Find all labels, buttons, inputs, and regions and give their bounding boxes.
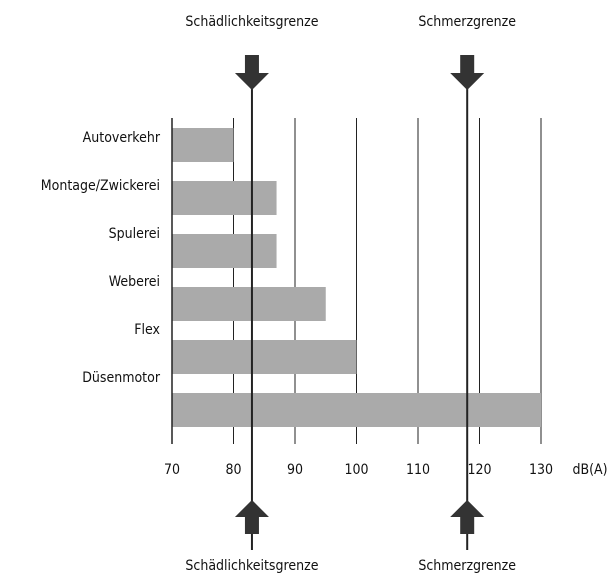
- bar: [172, 234, 277, 268]
- x-tick-label: 90: [287, 462, 303, 478]
- bar: [172, 340, 357, 374]
- threshold-label-top: Schmerzgrenze: [418, 14, 516, 30]
- category-label: Spulerei: [109, 226, 160, 242]
- threshold-label-bottom: Schmerzgrenze: [418, 558, 516, 574]
- x-tick-label: 120: [467, 462, 491, 478]
- x-tick-label: 110: [406, 462, 430, 478]
- threshold-label-bottom: Schädlichkeitsgrenze: [185, 558, 318, 574]
- category-label: Flex: [134, 322, 160, 338]
- bar: [172, 181, 277, 215]
- arrow-down: [234, 55, 269, 90]
- x-tick-label: 80: [225, 462, 241, 478]
- x-tick-label: 130: [529, 462, 553, 478]
- x-axis-label: dB(A): [572, 462, 607, 478]
- bar: [172, 393, 541, 427]
- arrow-up: [234, 500, 269, 534]
- x-tick-label: 70: [164, 462, 180, 478]
- category-label: Weberei: [109, 274, 160, 290]
- bar: [172, 128, 234, 162]
- threshold-label-top: Schädlichkeitsgrenze: [185, 14, 318, 30]
- category-label: Düsenmotor: [82, 370, 161, 386]
- arrow-down: [450, 55, 485, 90]
- bar: [172, 287, 326, 321]
- category-label: Autoverkehr: [83, 130, 161, 146]
- arrow-up: [450, 500, 485, 534]
- x-tick-label: 100: [344, 462, 368, 478]
- category-label: Montage/Zwickerei: [41, 178, 160, 194]
